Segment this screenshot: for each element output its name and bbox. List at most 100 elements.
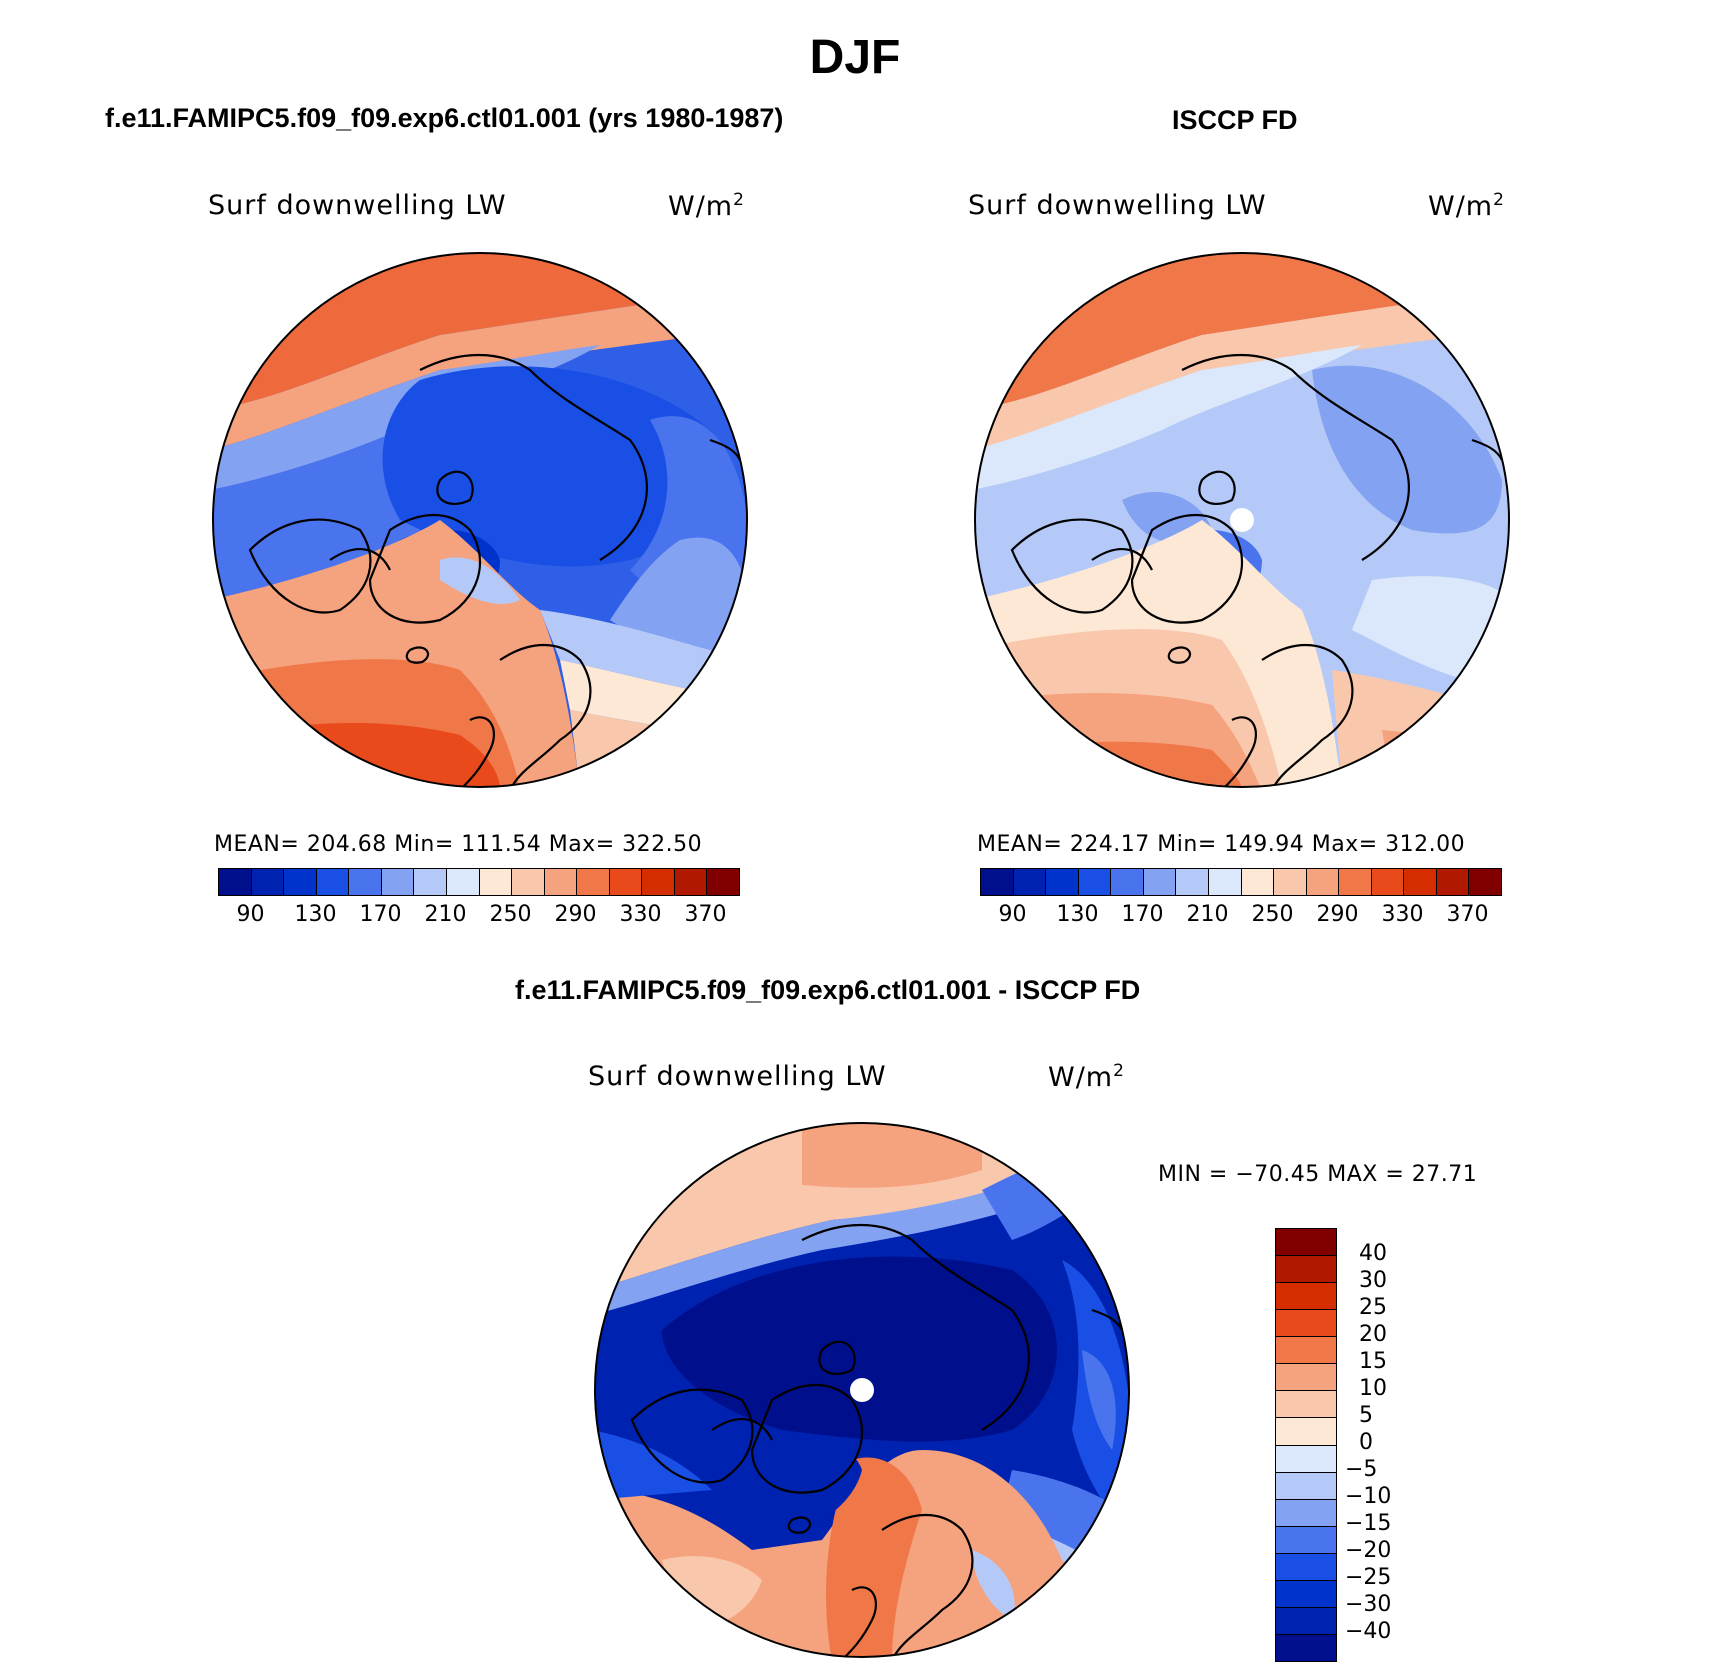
colorbar-swatch (1276, 1472, 1336, 1500)
colorbar-swatch (1339, 869, 1372, 895)
colorbar-tick-label: 290 (554, 902, 597, 927)
colorbar-swatch (1436, 869, 1470, 895)
colorbar-tick-label: 330 (1381, 902, 1424, 927)
diff-colorbar-ticks: 40 30 25 20 15 10 5 0 −5 −10 −15 −20 −25 −30 −40 (1345, 1228, 1445, 1660)
colorbar-swatch (1276, 1283, 1336, 1311)
colorbar-swatch (446, 869, 480, 895)
model-units-label: W/m2 (668, 190, 745, 222)
model-panel-header: f.e11.FAMIPC5.f09_f09.exp6.ctl01.001 (yr… (105, 103, 784, 133)
colorbar-tick-label: 130 (294, 902, 337, 927)
colorbar-swatch (1276, 1337, 1336, 1365)
colorbar-tick-label: 250 (1251, 902, 1294, 927)
colorbar-tick-label: 20 (1359, 1322, 1387, 1347)
obs-colorbar-ticks: 90 130 170 210 250 290 330 370 (980, 902, 1500, 932)
colorbar-tick-label: 370 (1446, 902, 1489, 927)
colorbar-swatch (1306, 869, 1340, 895)
colorbar-swatch (381, 869, 415, 895)
obs-polar-map (974, 252, 1510, 788)
colorbar-swatch (544, 869, 578, 895)
diff-stats: MIN = −70.45 MAX = 27.71 (1158, 1162, 1478, 1187)
colorbar-swatch (577, 869, 610, 895)
colorbar-swatch (1276, 1445, 1336, 1473)
colorbar-swatch (1276, 1580, 1336, 1608)
colorbar-tick-label: 5 (1359, 1403, 1373, 1428)
colorbar-swatch (1276, 1229, 1336, 1257)
colorbar-swatch (414, 869, 447, 895)
colorbar-swatch (1208, 869, 1242, 895)
colorbar-swatch (1276, 1310, 1336, 1338)
colorbar-swatch (1276, 1256, 1336, 1284)
colorbar-swatch (674, 869, 708, 895)
colorbar-tick-label: −25 (1345, 1565, 1392, 1590)
obs-variable-label: Surf downwelling LW (968, 190, 1267, 221)
colorbar-swatch (219, 869, 252, 895)
model-colorbar-ticks: 90 130 170 210 250 290 330 370 (218, 902, 738, 932)
colorbar-swatch (1111, 869, 1144, 895)
obs-colorbar (980, 868, 1502, 896)
colorbar-tick-label: −5 (1345, 1457, 1378, 1482)
colorbar-tick-label: 15 (1359, 1349, 1387, 1374)
colorbar-swatch (707, 869, 739, 895)
colorbar-swatch (642, 869, 675, 895)
colorbar-swatch (1176, 869, 1209, 895)
diff-panel-header: f.e11.FAMIPC5.f09_f09.exp6.ctl01.001 - I… (515, 975, 1141, 1005)
colorbar-tick-label: 170 (359, 902, 402, 927)
model-stats: MEAN= 204.68 Min= 111.54 Max= 322.50 (214, 832, 703, 857)
obs-stats: MEAN= 224.17 Min= 149.94 Max= 312.00 (977, 832, 1466, 857)
diff-units-label: W/m2 (1048, 1061, 1125, 1093)
model-polar-map (212, 252, 748, 788)
colorbar-swatch (1274, 869, 1307, 895)
colorbar-tick-label: 30 (1359, 1268, 1387, 1293)
diff-colorbar (1275, 1228, 1337, 1662)
colorbar-swatch (1276, 1553, 1336, 1581)
colorbar-swatch (981, 869, 1014, 895)
colorbar-swatch (1276, 1607, 1336, 1635)
colorbar-tick-label: 290 (1316, 902, 1359, 927)
colorbar-tick-label: 90 (998, 902, 1027, 927)
colorbar-swatch (1241, 869, 1275, 895)
colorbar-swatch (1078, 869, 1112, 895)
colorbar-tick-label: 210 (424, 902, 467, 927)
colorbar-tick-label: 40 (1359, 1241, 1387, 1266)
colorbar-swatch (1276, 1418, 1336, 1446)
colorbar-swatch (512, 869, 545, 895)
colorbar-swatch (1276, 1526, 1336, 1554)
colorbar-tick-label: 25 (1359, 1295, 1387, 1320)
model-variable-label: Surf downwelling LW (208, 190, 507, 221)
colorbar-tick-label: −15 (1345, 1511, 1392, 1536)
colorbar-swatch (349, 869, 382, 895)
diff-polar-map (594, 1122, 1130, 1658)
colorbar-tick-label: 250 (489, 902, 532, 927)
obs-panel-header: ISCCP FD (1172, 105, 1298, 135)
colorbar-swatch (251, 869, 285, 895)
colorbar-tick-label: 90 (236, 902, 265, 927)
colorbar-tick-label: −30 (1345, 1592, 1392, 1617)
colorbar-swatch (479, 869, 513, 895)
colorbar-swatch (1404, 869, 1437, 895)
colorbar-swatch (1276, 1391, 1336, 1419)
colorbar-swatch (1013, 869, 1047, 895)
colorbar-swatch (1469, 869, 1501, 895)
colorbar-tick-label: 130 (1056, 902, 1099, 927)
diff-variable-label: Surf downwelling LW (588, 1061, 887, 1092)
colorbar-swatch (609, 869, 643, 895)
colorbar-tick-label: 210 (1186, 902, 1229, 927)
colorbar-tick-label: 330 (619, 902, 662, 927)
colorbar-swatch (1276, 1364, 1336, 1392)
model-colorbar (218, 868, 740, 896)
colorbar-tick-label: 370 (684, 902, 727, 927)
figure-title: DJF (809, 31, 901, 84)
colorbar-tick-label: 10 (1359, 1376, 1387, 1401)
colorbar-tick-label: −40 (1345, 1619, 1392, 1644)
colorbar-swatch (1143, 869, 1177, 895)
colorbar-tick-label: 170 (1121, 902, 1164, 927)
colorbar-swatch (1046, 869, 1079, 895)
colorbar-swatch (284, 869, 317, 895)
obs-units-label: W/m2 (1428, 190, 1505, 222)
colorbar-tick-label: 0 (1359, 1430, 1373, 1455)
colorbar-swatch (1276, 1499, 1336, 1527)
colorbar-swatch (1276, 1634, 1336, 1661)
colorbar-tick-label: −20 (1345, 1538, 1392, 1563)
colorbar-swatch (1371, 869, 1405, 895)
colorbar-tick-label: −10 (1345, 1484, 1392, 1509)
